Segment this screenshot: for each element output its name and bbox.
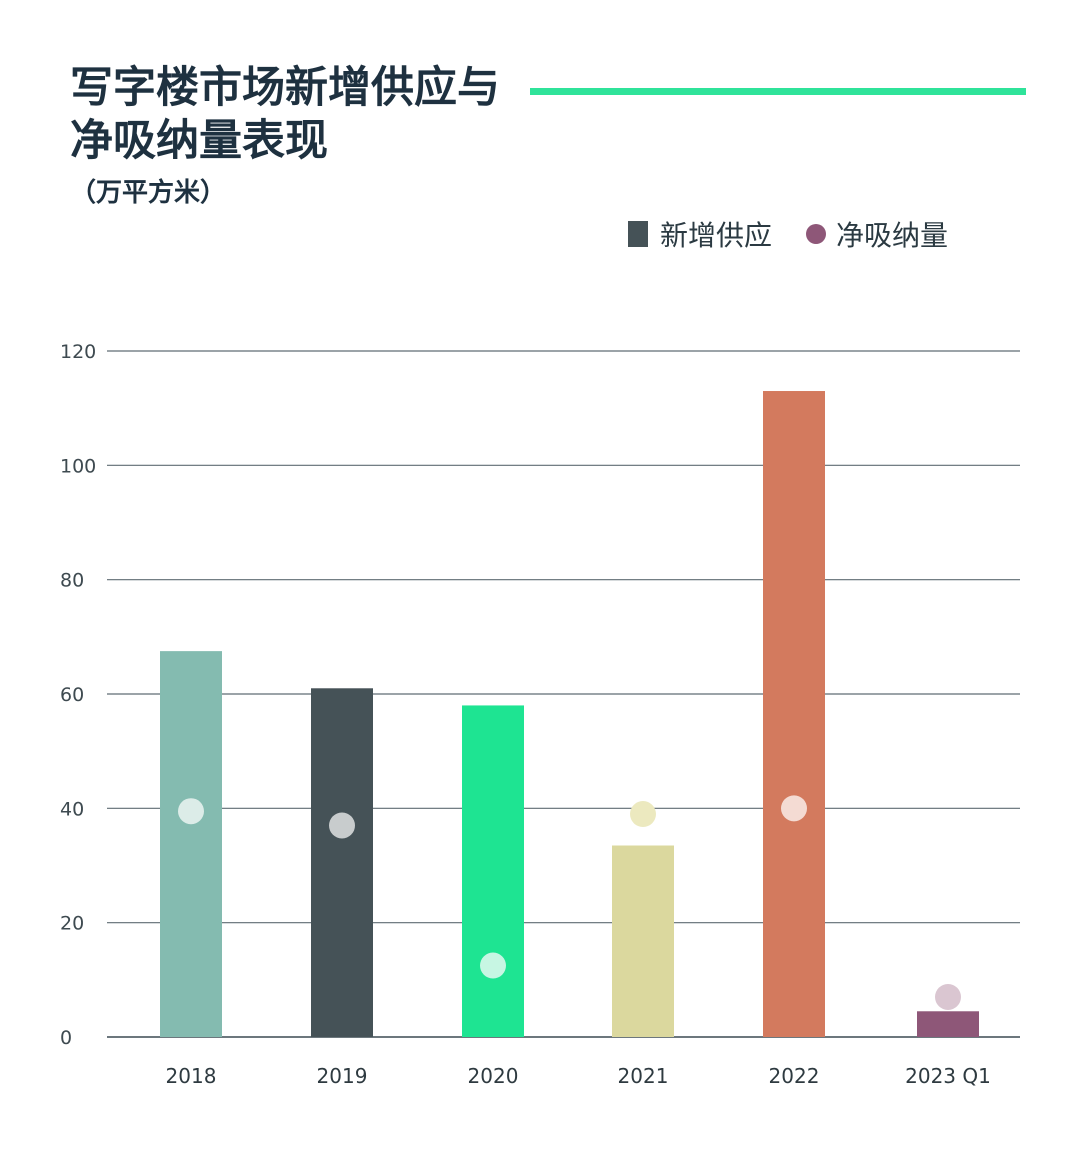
chart-title: 写字楼市场新增供应与 净吸纳量表现 [70,62,500,168]
absorption-dot [935,983,961,1010]
x-category-label: 2022 [769,1064,820,1088]
supply-bar [160,651,222,1037]
absorption-dot [630,801,656,828]
legend-item-absorption: 净吸纳量 [806,214,948,254]
supply-bar [917,1011,979,1037]
supply-bar [311,688,373,1037]
supply-bar [612,845,674,1037]
absorption-dot [781,795,807,822]
chart-unit: （万平方米） [70,178,227,208]
legend-absorption-swatch [806,224,827,244]
title-accent-line [530,88,1026,95]
y-tick-label: 0 [60,1027,72,1049]
absorption-dot [329,812,355,839]
legend-supply-label: 新增供应 [660,219,773,252]
legend-supply-swatch [628,221,648,247]
x-category-label: 2023 Q1 [905,1064,991,1088]
legend: 新增供应 净吸纳量 [628,214,982,254]
chart-title-line-1: 写字楼市场新增供应与 [70,63,500,113]
dot-layer [178,795,961,1010]
absorption-dot [480,952,506,979]
bar-layer [160,391,979,1037]
y-tick-label: 40 [60,798,84,820]
x-category-label: 2018 [166,1064,217,1088]
supply-bar [462,705,524,1037]
y-tick-label: 20 [60,913,84,935]
legend-item-supply: 新增供应 [628,214,772,254]
grid-layer [107,350,1020,1038]
x-category-label: 2021 [618,1064,669,1088]
x-category-label: 2020 [468,1064,519,1088]
absorption-dot [178,798,204,825]
label-layer: 0 20 40 60 80 100 120 2018 2019 2020 2021 2022 2023 … [60,341,991,1088]
y-tick-label: 120 [60,341,96,363]
y-tick-label: 60 [60,684,84,706]
y-tick-label: 100 [60,455,96,477]
x-category-label: 2019 [317,1064,368,1088]
supply-bar [763,391,825,1037]
legend-absorption-label: 净吸纳量 [836,219,949,252]
chart-title-line-2: 净吸纳量表现 [70,116,328,166]
y-tick-label: 80 [60,570,84,592]
